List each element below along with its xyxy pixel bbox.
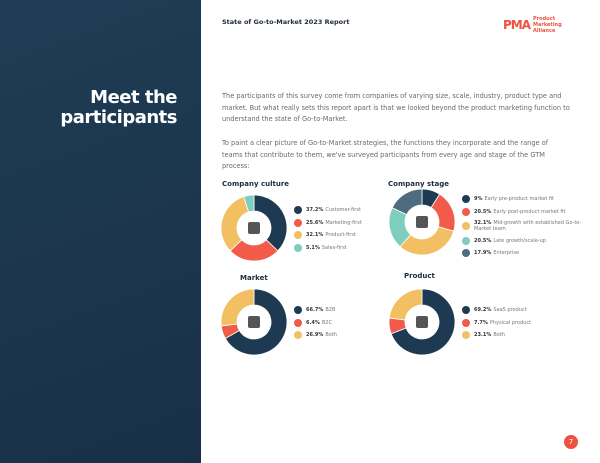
chart-legend: 66.7% B2B 6.4% B2C 26.9% Both — [294, 306, 414, 344]
legend-label: 69.2% SaaS product — [474, 307, 527, 313]
sidebar: Meet the participants — [0, 0, 201, 463]
legend-item: 25.6% Marketing-first — [294, 218, 414, 227]
legend-label: 5.1% Sales-first — [306, 244, 347, 251]
legend-item: 20.5% Early post-product market fit — [462, 207, 582, 216]
legend-label: 32.1% Product-first — [306, 232, 356, 238]
legend-item: 69.2% SaaS product — [462, 306, 582, 314]
legend-swatch — [294, 306, 302, 314]
legend-label: 20.5% Late growth/scale-up — [474, 237, 546, 244]
legend-item: 26.9% Both — [294, 331, 414, 339]
page-title: Meet the participants — [60, 88, 177, 128]
legend-item: 5.1% Sales-first — [294, 243, 414, 252]
logo-mark: PMA — [503, 18, 531, 32]
page-number: 7 — [564, 435, 578, 449]
legend-swatch — [462, 207, 470, 216]
slice-customer-first — [253, 194, 288, 252]
legend-label: 20.5% Early post-product market fit — [474, 208, 566, 215]
legend-swatch — [462, 306, 470, 314]
title-line-2: participants — [60, 107, 177, 128]
legend-label: 66.7% B2B — [306, 307, 336, 313]
donut-chart — [388, 188, 456, 256]
title-line-1: Meet the — [90, 87, 177, 108]
slice-both — [220, 288, 255, 327]
legend-swatch — [462, 222, 470, 230]
legend-label: 25.6% Marketing-first — [306, 219, 362, 226]
legend-item: 9% Early pre-product market fit — [462, 195, 582, 203]
logo-text: Product Marketing Alliance — [533, 16, 562, 34]
slice-both — [388, 288, 423, 321]
chart-legend: 9% Early pre-product market fit 20.5% Early… — [462, 195, 582, 262]
legend-swatch — [462, 195, 470, 203]
factory-icon — [248, 316, 260, 328]
donut-chart — [388, 288, 456, 356]
monitor-chart-icon — [416, 216, 428, 228]
chart-title: Company culture — [222, 180, 290, 188]
intro-paragraph-1: The participants of this survey come fro… — [222, 92, 570, 123]
intro-paragraph-2: To paint a clear picture of Go-to-Market… — [222, 139, 549, 170]
legend-label: 9% Early pre-product market fit — [474, 196, 554, 202]
chart-legend: 37.2% Customer-first 25.6% Marketing-first 3… — [294, 206, 414, 256]
legend-swatch — [294, 218, 302, 227]
legend-item: 23.1% Both — [462, 331, 582, 339]
legend-item: 32.1% Mid-growth with established Go-to-M… — [462, 220, 582, 232]
grid-icon — [416, 316, 428, 328]
chart-legend: 69.2% SaaS product 7.7% Physical product 23.… — [462, 306, 582, 344]
legend-item: 6.4% B2C — [294, 318, 414, 327]
legend-item: 32.1% Product-first — [294, 231, 414, 239]
legend-swatch — [294, 318, 302, 327]
logo: PMA Product Marketing Alliance — [503, 16, 581, 34]
legend-swatch — [294, 243, 302, 252]
legend-swatch — [294, 231, 302, 239]
slice-enterprise — [391, 188, 423, 216]
chart-title: Company stage — [388, 180, 449, 188]
legend-item: 17.9% Enterprise — [462, 249, 582, 257]
legend-swatch — [462, 236, 470, 245]
slice-sales-first — [243, 194, 255, 213]
legend-swatch — [294, 331, 302, 339]
legend-swatch — [462, 249, 470, 257]
chart-title: Product — [404, 272, 435, 280]
chart-title: Market — [240, 274, 268, 282]
legend-label: 32.1% Mid-growth with established Go-to-M… — [474, 220, 582, 232]
legend-label: 17.9% Enterprise — [474, 250, 520, 256]
legend-label: 26.9% Both — [306, 332, 337, 338]
legend-item: 7.7% Physical product — [462, 318, 582, 327]
legend-label: 37.2% Customer-first — [306, 207, 361, 213]
legend-swatch — [462, 331, 470, 339]
donut-chart — [220, 288, 288, 356]
slice-saas-product — [390, 288, 456, 356]
people-gear-icon — [248, 222, 260, 234]
legend-swatch — [462, 318, 470, 327]
legend-label: 6.4% B2C — [306, 319, 332, 326]
report-title: State of Go-to-Market 2023 Report — [222, 18, 350, 26]
donut-chart — [220, 194, 288, 262]
legend-swatch — [294, 206, 302, 214]
legend-label: 7.7% Physical product — [474, 319, 532, 326]
legend-item: 37.2% Customer-first — [294, 206, 414, 214]
legend-item: 20.5% Late growth/scale-up — [462, 236, 582, 245]
legend-label: 23.1% Both — [474, 332, 505, 338]
slice-b2b — [224, 288, 288, 356]
slice-mid-growth-with-established-go-to-market-team — [399, 226, 455, 256]
legend-item: 66.7% B2B — [294, 306, 414, 314]
